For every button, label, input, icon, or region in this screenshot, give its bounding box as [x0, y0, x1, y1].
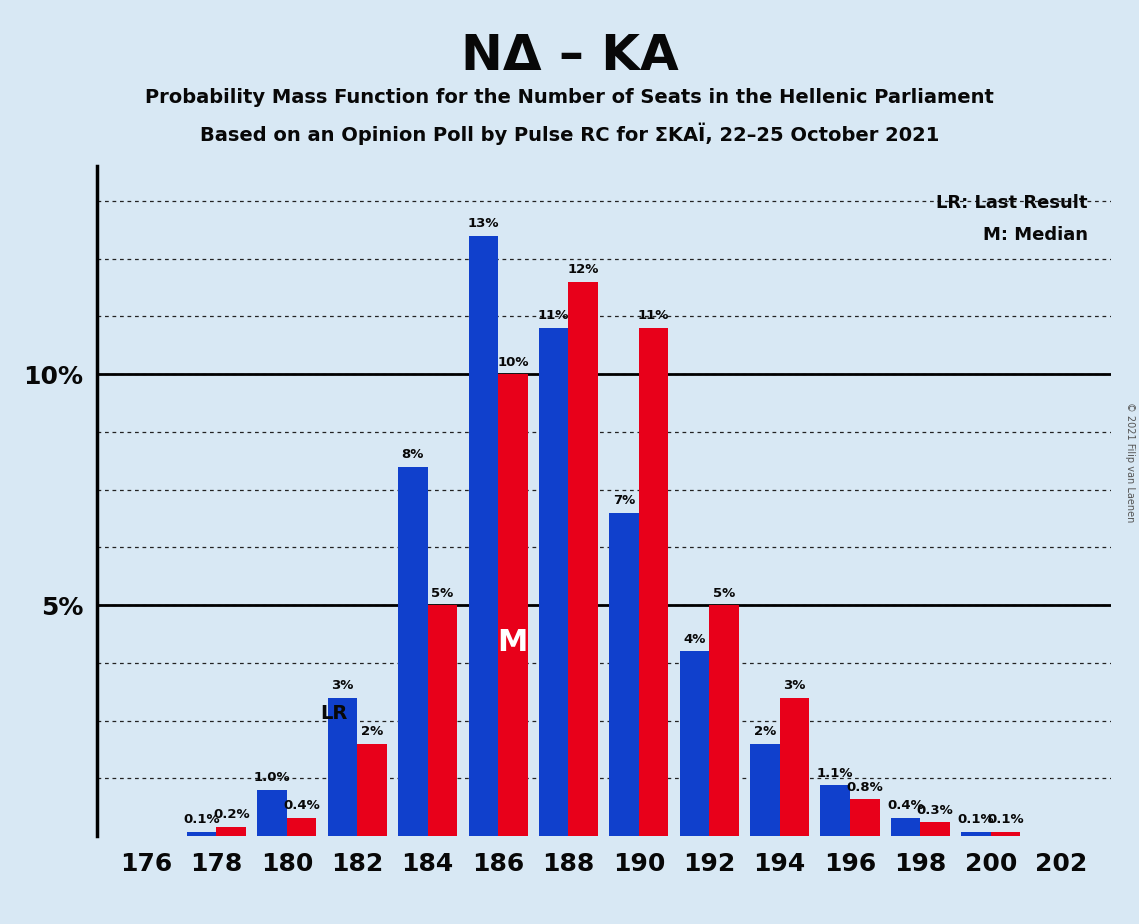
Bar — [287, 818, 317, 836]
Text: 12%: 12% — [567, 263, 599, 276]
Bar — [568, 282, 598, 836]
Bar — [498, 374, 527, 836]
Text: Based on an Opinion Poll by Pulse RC for ΣKAΪ, 22–25 October 2021: Based on an Opinion Poll by Pulse RC for… — [199, 123, 940, 145]
Text: NΔ – KA: NΔ – KA — [460, 32, 679, 80]
Text: 8%: 8% — [402, 448, 424, 461]
Text: 5%: 5% — [432, 587, 453, 600]
Bar — [850, 799, 879, 836]
Bar — [399, 467, 427, 836]
Text: LR: LR — [320, 704, 347, 723]
Text: 2%: 2% — [361, 725, 383, 738]
Bar — [468, 236, 498, 836]
Text: 2%: 2% — [754, 725, 776, 738]
Bar — [609, 513, 639, 836]
Bar — [961, 832, 991, 836]
Text: 0.2%: 0.2% — [213, 808, 249, 821]
Text: M: Median: M: Median — [983, 226, 1088, 244]
Text: 11%: 11% — [638, 310, 670, 322]
Text: 0.4%: 0.4% — [887, 799, 924, 812]
Bar — [187, 832, 216, 836]
Text: 0.8%: 0.8% — [846, 781, 883, 794]
Bar — [216, 827, 246, 836]
Bar — [539, 328, 568, 836]
Bar — [328, 698, 358, 836]
Text: Probability Mass Function for the Number of Seats in the Hellenic Parliament: Probability Mass Function for the Number… — [145, 88, 994, 107]
Text: 0.1%: 0.1% — [183, 813, 220, 826]
Bar — [751, 744, 780, 836]
Text: 10%: 10% — [497, 356, 528, 369]
Bar — [920, 822, 950, 836]
Text: 0.1%: 0.1% — [988, 813, 1024, 826]
Text: 1.0%: 1.0% — [254, 772, 290, 784]
Text: M: M — [498, 627, 528, 657]
Text: 0.3%: 0.3% — [917, 804, 953, 817]
Text: © 2021 Filip van Laenen: © 2021 Filip van Laenen — [1125, 402, 1134, 522]
Bar — [780, 698, 809, 836]
Text: 1.1%: 1.1% — [817, 767, 853, 780]
Text: 0.4%: 0.4% — [284, 799, 320, 812]
Text: 7%: 7% — [613, 494, 636, 507]
Bar — [820, 785, 850, 836]
Text: 4%: 4% — [683, 633, 706, 646]
Bar — [680, 651, 710, 836]
Text: 3%: 3% — [784, 679, 805, 692]
Bar — [891, 818, 920, 836]
Bar — [427, 605, 457, 836]
Bar — [991, 832, 1021, 836]
Bar — [639, 328, 669, 836]
Text: 3%: 3% — [331, 679, 354, 692]
Text: 13%: 13% — [467, 217, 499, 230]
Bar — [257, 790, 287, 836]
Bar — [710, 605, 739, 836]
Text: 0.1%: 0.1% — [958, 813, 994, 826]
Text: 5%: 5% — [713, 587, 735, 600]
Bar — [358, 744, 387, 836]
Text: LR: Last Result: LR: Last Result — [936, 194, 1088, 212]
Text: 11%: 11% — [538, 310, 570, 322]
